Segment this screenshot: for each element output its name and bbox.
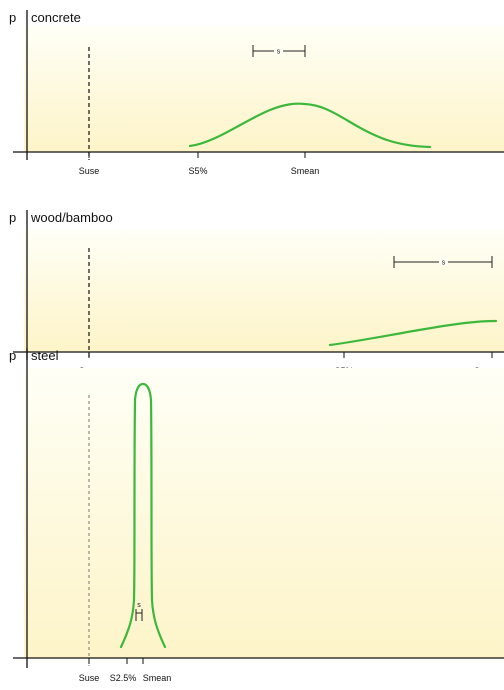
panel-title: steel [31,348,59,363]
spread-label: s [137,602,141,609]
panel-title: wood/bamboo [30,210,113,225]
probability-density-curve [188,102,432,149]
spread-indicator: s [135,602,143,621]
probability-density-curve [328,319,498,347]
panel-background [24,230,504,352]
tick-label-suse: Suse [79,673,100,683]
panel-steel: p steel s Suse S2.5% Smean [9,348,504,683]
y-axis-label: p [9,210,16,225]
tick-label-s5: S5% [188,166,207,176]
panel-background [24,368,504,658]
spread-indicator: s [393,256,493,268]
spread-label: s [442,260,446,267]
tick-label-smean: Smean [143,673,172,683]
y-axis-label: p [9,348,16,363]
tick-label-s2-5: S2.5% [110,673,137,683]
panel-title: concrete [31,10,81,25]
tick-label-smean: Smean [291,166,320,176]
tick-label-suse: Suse [79,166,100,176]
spread-indicator: s [252,45,306,57]
spread-label: s [277,49,281,56]
probability-density-curve [119,382,167,649]
y-axis-label: p [9,10,16,25]
panel-background [24,26,504,152]
panel-concrete: p concrete s Suse S5% Smean [9,10,504,176]
panel-wood-bamboo: p wood/bamboo s Suse S5% Smean [9,210,504,376]
